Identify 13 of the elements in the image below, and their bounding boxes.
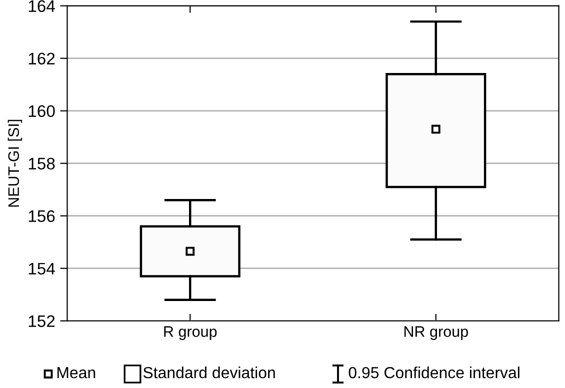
y-tick-label: 152 (28, 315, 55, 328)
x-tick-label: R group (164, 326, 217, 340)
x-tick-label: NR group (404, 326, 468, 340)
y-axis-title: NEUT-GI [SI] (8, 120, 22, 207)
text: Mean (57, 367, 96, 378)
y-tick-label: 154 (28, 262, 55, 275)
text: 0.95 Confidence interval (348, 366, 520, 378)
y-tick-label: 158 (28, 158, 55, 170)
y-tick-label: 162 (28, 52, 55, 65)
text: Standard deviation (143, 366, 275, 378)
y-tick-label: 156 (28, 210, 55, 222)
y-tick-label: 160 (28, 105, 55, 118)
y-tick-label: 164 (28, 0, 55, 12)
